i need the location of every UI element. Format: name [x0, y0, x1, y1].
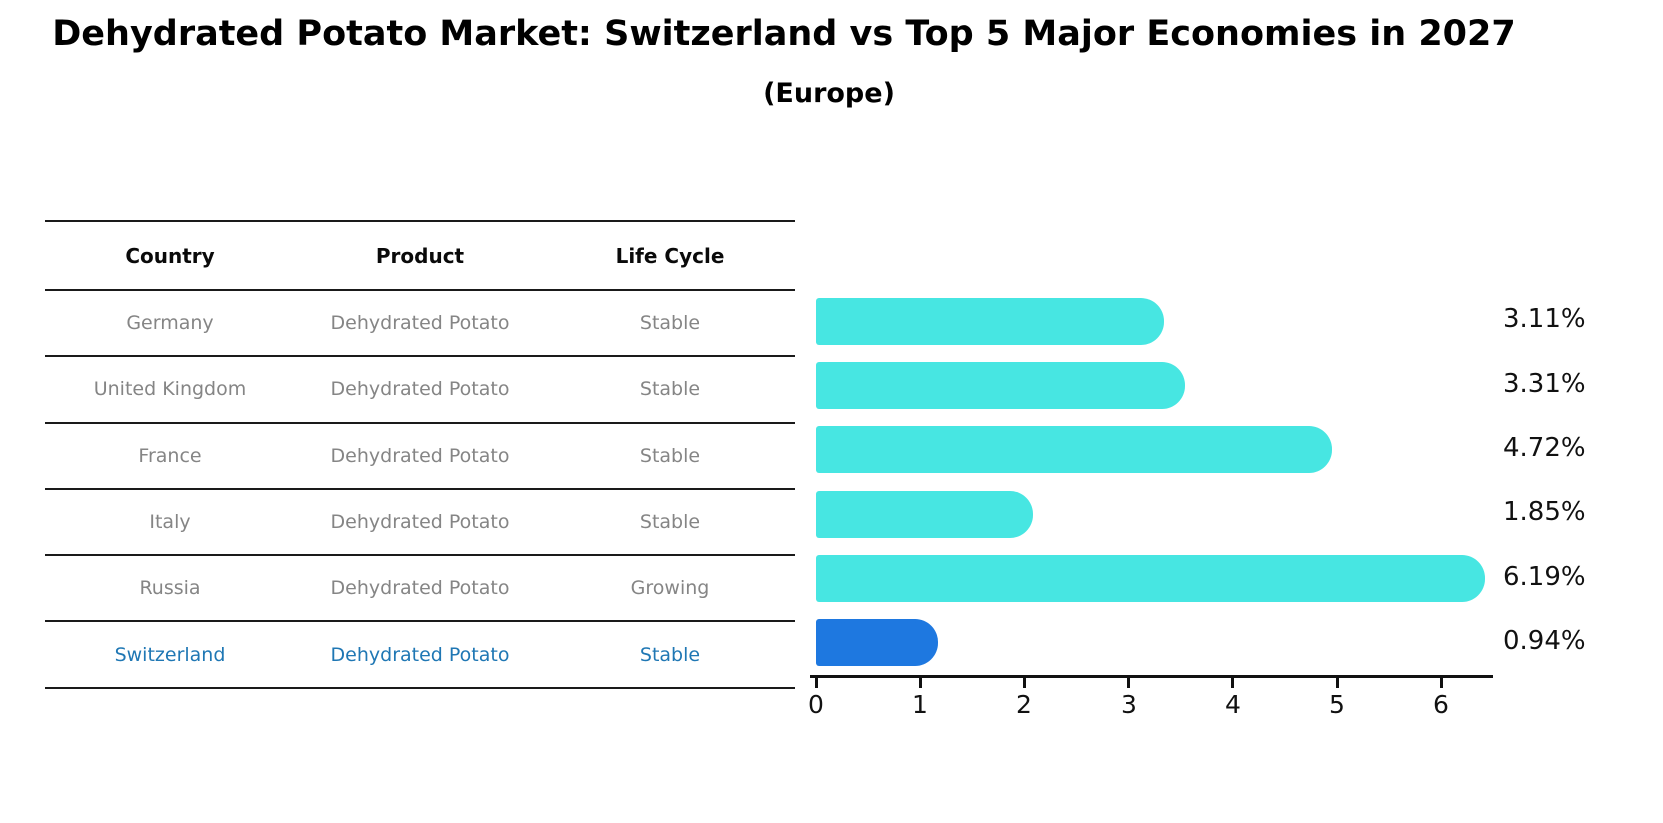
x-tick-label: 0 — [808, 690, 824, 719]
value-label: 6.19% — [1503, 562, 1586, 592]
x-axis-tick — [919, 678, 922, 688]
bar-russia — [816, 555, 1485, 602]
x-tick-label: 3 — [1121, 690, 1137, 719]
x-tick-label: 6 — [1433, 690, 1449, 719]
table-row-germany: Germany Dehydrated Potato Stable — [45, 290, 795, 358]
x-tick-label: 5 — [1329, 690, 1345, 719]
x-axis-tick — [815, 678, 818, 688]
value-label: 0.94% — [1503, 626, 1586, 656]
col-header-product: Product — [295, 221, 545, 291]
cell-country: Germany — [45, 290, 295, 358]
bar-united-kingdom — [816, 362, 1185, 409]
value-label: 4.72% — [1503, 433, 1586, 463]
value-label: 3.31% — [1503, 369, 1586, 399]
cell-country: France — [45, 422, 295, 490]
cell-product: Dehydrated Potato — [295, 290, 545, 358]
table-row-italy: Italy Dehydrated Potato Stable — [45, 488, 795, 557]
cell-product: Dehydrated Potato — [295, 621, 545, 689]
col-header-country: Country — [45, 221, 295, 291]
value-label: 1.85% — [1503, 497, 1586, 527]
col-header-life-cycle: Life Cycle — [545, 221, 795, 291]
bar-italy — [816, 491, 1033, 538]
cell-life-cycle: Stable — [545, 356, 795, 424]
bar-switzerland — [816, 619, 938, 666]
table-row-united-kingdom: United Kingdom Dehydrated Potato Stable — [45, 356, 795, 424]
table-header-row: Country Product Life Cycle — [45, 221, 795, 291]
x-tick-label: 1 — [912, 690, 928, 719]
table-row-russia: Russia Dehydrated Potato Growing — [45, 555, 795, 623]
cell-life-cycle: Stable — [545, 422, 795, 490]
bar-germany — [816, 298, 1164, 345]
value-label: 3.11% — [1503, 304, 1586, 334]
cell-life-cycle: Growing — [545, 555, 795, 623]
table-row-switzerland: Switzerland Dehydrated Potato Stable — [45, 621, 795, 689]
country-table: Country Product Life Cycle Germany Dehyd… — [45, 220, 795, 689]
cell-product: Dehydrated Potato — [295, 488, 545, 557]
x-axis-tick — [1440, 678, 1443, 688]
cell-product: Dehydrated Potato — [295, 356, 545, 424]
x-axis-tick — [1127, 678, 1130, 688]
x-axis-tick — [1023, 678, 1026, 688]
x-tick-label: 4 — [1225, 690, 1241, 719]
cell-country: Switzerland — [45, 621, 295, 689]
x-axis-tick — [1336, 678, 1339, 688]
cell-life-cycle: Stable — [545, 621, 795, 689]
cell-life-cycle: Stable — [545, 290, 795, 358]
table-row-france: France Dehydrated Potato Stable — [45, 422, 795, 490]
cell-country: United Kingdom — [45, 356, 295, 424]
cell-product: Dehydrated Potato — [295, 422, 545, 490]
x-tick-label: 2 — [1016, 690, 1032, 719]
x-axis-line — [810, 675, 1493, 678]
cell-product: Dehydrated Potato — [295, 555, 545, 623]
bar-france — [816, 426, 1332, 473]
cell-life-cycle: Stable — [545, 488, 795, 557]
x-axis-tick — [1231, 678, 1234, 688]
chart-title: Dehydrated Potato Market: Switzerland vs… — [52, 14, 1516, 54]
cell-country: Russia — [45, 555, 295, 623]
chart-subtitle: (Europe) — [763, 78, 895, 109]
cell-country: Italy — [45, 488, 295, 557]
